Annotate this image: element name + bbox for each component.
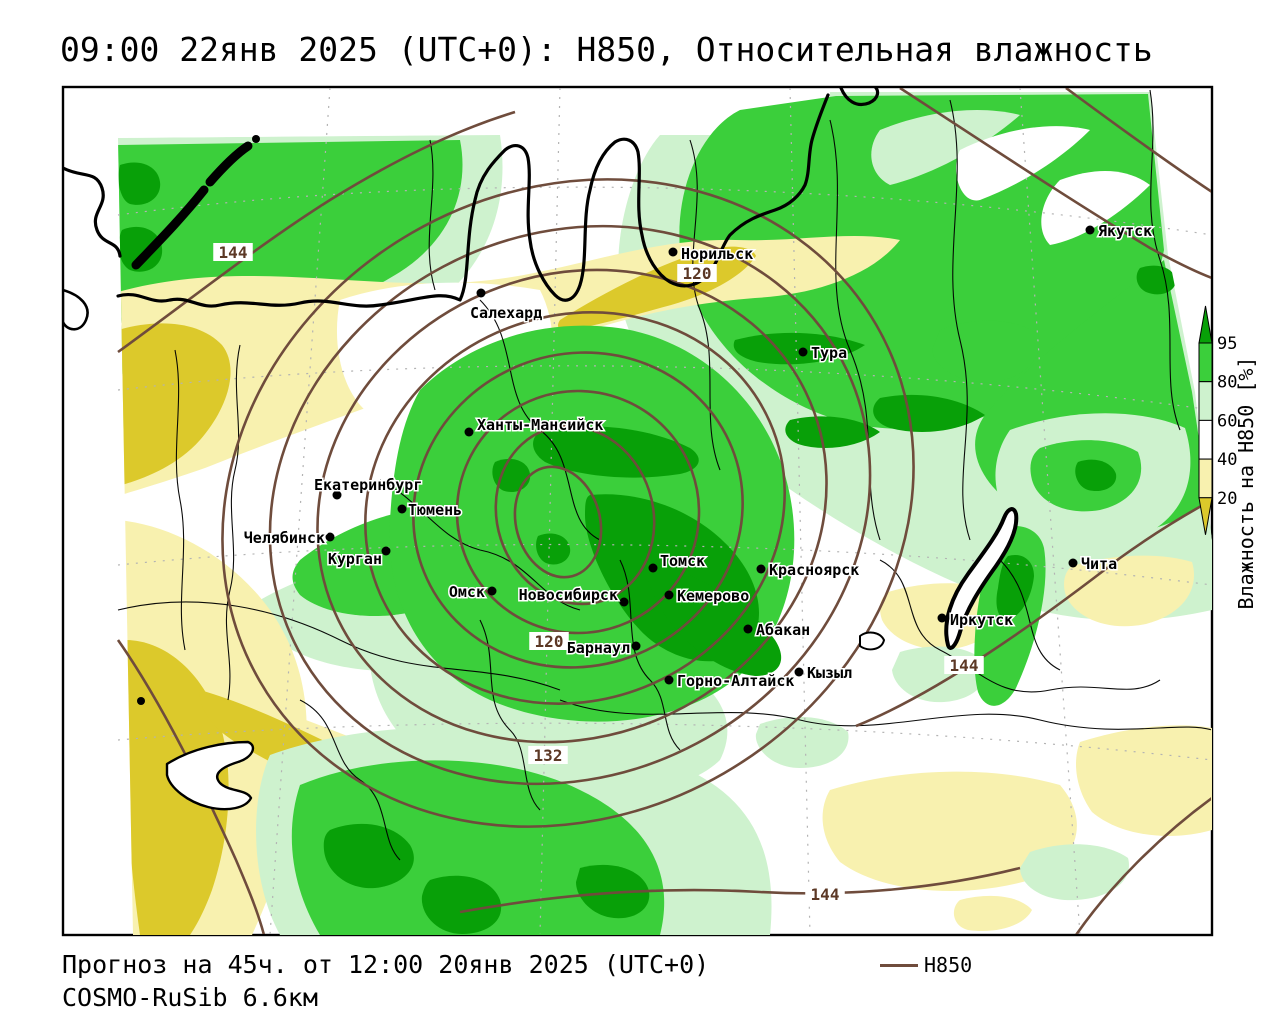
h850-legend-label: H850 — [924, 953, 972, 977]
colorbar-tick-95: 95 — [1217, 334, 1237, 354]
city-dot-Якутск — [1086, 226, 1095, 235]
city-dot-Кызыл — [795, 668, 804, 677]
city-label-Тура: Тура — [811, 344, 847, 362]
city-dot-Челябинск — [326, 533, 335, 542]
city-label-Горно-Алтайск: Горно-Алтайск — [677, 672, 794, 690]
contour-label-value: 120 — [683, 264, 712, 283]
model-info: COSMO-RuSib 6.6км — [62, 981, 709, 1014]
city-dot-Барнаул — [632, 642, 641, 651]
city-dot-Курган — [382, 547, 391, 556]
colorbar-cell-80-95 — [1199, 343, 1212, 382]
colorbar-cell-40-60 — [1199, 420, 1212, 459]
city-dot-Тюмень — [398, 505, 407, 514]
city-label-Челябинск: Челябинск — [244, 529, 325, 547]
city-dot-Ханты-Мансийск — [465, 428, 474, 437]
city-dot-Тура — [799, 348, 808, 357]
contour-label-value: 144 — [219, 243, 248, 262]
footer: Прогноз на 45ч. от 12:00 20янв 2025 (UTC… — [62, 948, 709, 1014]
city-label-Курган: Курган — [328, 550, 382, 568]
forecast-info: Прогноз на 45ч. от 12:00 20янв 2025 (UTC… — [62, 948, 709, 981]
colorbar-cell-60-80 — [1199, 382, 1212, 421]
city-label-Салехард: Салехард — [470, 304, 542, 322]
arctic-island — [252, 135, 260, 143]
city-label-Абакан: Абакан — [756, 621, 810, 639]
city-label-Омск: Омск — [449, 583, 485, 601]
city-label-Барнаул: Барнаул — [567, 639, 630, 657]
forecast-map: 144 120 120 132 144 144 Норильск Салехард Тура Я… — [0, 0, 1280, 1024]
city-dot-Кемерово — [665, 591, 674, 600]
colorbar-axis-label: Влажность на H850 [%] — [1234, 357, 1258, 610]
city-label-Екатеринбург: Екатеринбург — [314, 476, 422, 494]
city-dot-Красноярск — [757, 565, 766, 574]
contour-label-value: 144 — [950, 656, 979, 675]
contour-label-value: 144 — [811, 885, 840, 904]
city-dot-Абакан — [744, 625, 753, 634]
city-dot-Чита — [1069, 559, 1078, 568]
city-label-Ханты-Мансийск: Ханты-Мансийск — [477, 416, 603, 434]
lake-zaysan — [137, 697, 145, 705]
city-dot-Горно-Алтайск — [665, 676, 674, 685]
city-dot-Иркутск — [938, 614, 947, 623]
city-dot-Салехард — [477, 289, 486, 298]
city-label-Иркутск: Иркутск — [950, 611, 1013, 629]
city-label-Красноярск: Красноярск — [769, 561, 859, 579]
city-dot-Новосибирск — [620, 598, 629, 607]
weather-map-page: 09:00 22янв 2025 (UTC+0): H850, Относите… — [0, 0, 1280, 1024]
city-dot-Норильск — [669, 248, 678, 257]
h850-line-sample — [880, 964, 918, 967]
city-label-Чита: Чита — [1081, 555, 1117, 573]
city-label-Норильск: Норильск — [681, 245, 753, 263]
contour-label-value: 132 — [534, 746, 563, 765]
colorbar-cell-20-40 — [1199, 459, 1212, 498]
small-lake — [860, 633, 884, 650]
city-label-Новосибирск: Новосибирск — [519, 586, 618, 604]
city-label-Кызыл: Кызыл — [807, 664, 852, 682]
contour-legend: H850 — [880, 953, 972, 977]
city-dot-Томск — [649, 564, 658, 573]
contour-label-value: 120 — [535, 632, 564, 651]
city-dot-Омск — [488, 587, 497, 596]
city-label-Кемерово: Кемерово — [677, 587, 749, 605]
city-label-Тюмень: Тюмень — [408, 501, 462, 519]
city-label-Якутск: Якутск — [1098, 222, 1152, 240]
city-label-Томск: Томск — [660, 552, 705, 570]
